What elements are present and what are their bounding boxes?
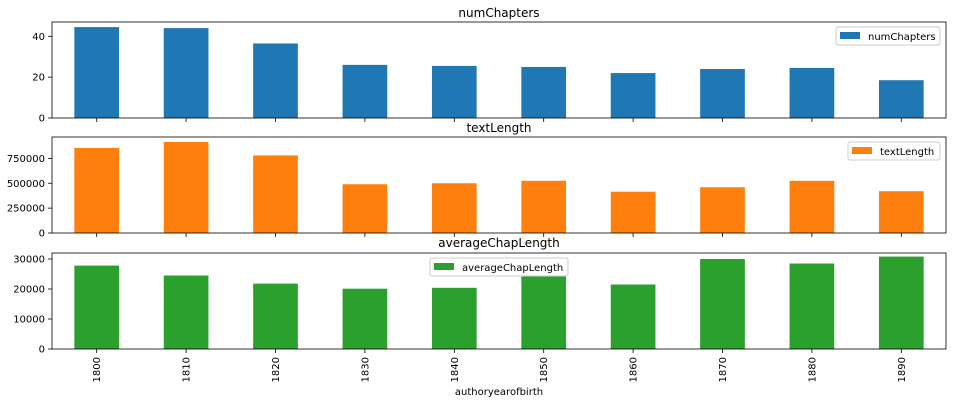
x-tick-label: 1880: [807, 357, 818, 382]
bar-1890: [878, 256, 924, 349]
y-tick-label: 0: [39, 345, 45, 356]
bar-1890: [878, 191, 924, 233]
legend-box: [847, 141, 941, 161]
bar-1830: [342, 288, 388, 349]
bar-1860: [610, 73, 656, 118]
bar-1840: [431, 287, 477, 349]
y-tick-label: 10000: [13, 315, 45, 326]
chart-title: numChapters: [458, 6, 539, 20]
legend-box: [835, 26, 941, 46]
bar-1880: [789, 180, 835, 233]
chart-title: averageChapLength: [438, 236, 559, 250]
legend-swatch: [840, 32, 860, 39]
legend-box: [429, 257, 569, 277]
bar-1860: [610, 191, 656, 233]
bar-1850: [521, 66, 567, 118]
bar-1800: [74, 265, 120, 349]
legend-label: numChapters: [868, 32, 936, 43]
x-tick-label: 1840: [450, 357, 461, 382]
x-tick-label: 1830: [360, 357, 371, 382]
bar-1840: [431, 65, 477, 118]
chart-title: textLength: [466, 121, 531, 135]
y-tick-label: 250000: [7, 204, 45, 215]
x-tick-label: 1870: [718, 357, 729, 382]
y-tick-label: 20000: [13, 285, 45, 296]
y-tick-label: 0: [39, 229, 45, 240]
x-axis-label: authoryearofbirth: [455, 387, 543, 398]
bar-1820: [253, 43, 298, 118]
y-tick-label: 750000: [7, 154, 45, 165]
bar-1890: [878, 80, 924, 118]
bar-1810: [163, 28, 209, 119]
subplot-textLength: textLength 0 250000 500000 750000 textLength: [7, 121, 947, 240]
bar-1880: [789, 67, 835, 118]
x-tick-label: 1890: [897, 357, 908, 382]
bar-1870: [700, 68, 745, 118]
x-tick-label: 1850: [539, 357, 550, 382]
bar-1800: [74, 27, 120, 118]
bar-1820: [253, 155, 298, 233]
bar-1810: [163, 275, 209, 349]
x-tick-label: 1820: [271, 357, 282, 382]
y-tick-label: 20: [32, 73, 45, 84]
bar-1830: [342, 184, 388, 233]
x-tick-label: 1810: [182, 357, 193, 382]
y-tick-label: 0: [39, 114, 45, 125]
bar-1840: [431, 183, 477, 233]
y-tick-label: 30000: [13, 255, 45, 266]
x-tick-label: 1800: [92, 357, 103, 382]
legend-swatch: [852, 147, 872, 154]
bar-1860: [610, 284, 656, 349]
legend: averageChapLength: [429, 257, 569, 277]
legend-label: textLength: [880, 147, 934, 158]
legend-swatch: [434, 263, 454, 270]
bar-1870: [700, 187, 745, 233]
legend: textLength: [847, 141, 941, 161]
bar-1810: [163, 141, 209, 233]
y-tick-label: 40: [32, 32, 45, 43]
legend: numChapters: [835, 26, 941, 46]
legend-label: averageChapLength: [462, 263, 563, 274]
plot-frame: [51, 21, 947, 119]
bar-1870: [700, 259, 745, 349]
plot-frame: [51, 252, 947, 350]
bar-1800: [74, 147, 120, 233]
bar-1850: [521, 180, 567, 233]
plot-frame: [51, 136, 947, 234]
bar-1830: [342, 64, 388, 118]
y-tick-label: 500000: [7, 179, 45, 190]
bar-1880: [789, 263, 835, 349]
subplot-numChapters: numChapters 0 20 40 numChapters: [32, 6, 947, 125]
subplot-averageChapLength: averageChapLength 0 10000 20000 30000 average…: [13, 236, 947, 398]
x-tick-label: 1860: [629, 357, 640, 382]
bar-1820: [253, 283, 298, 349]
bar-1850: [521, 276, 567, 349]
